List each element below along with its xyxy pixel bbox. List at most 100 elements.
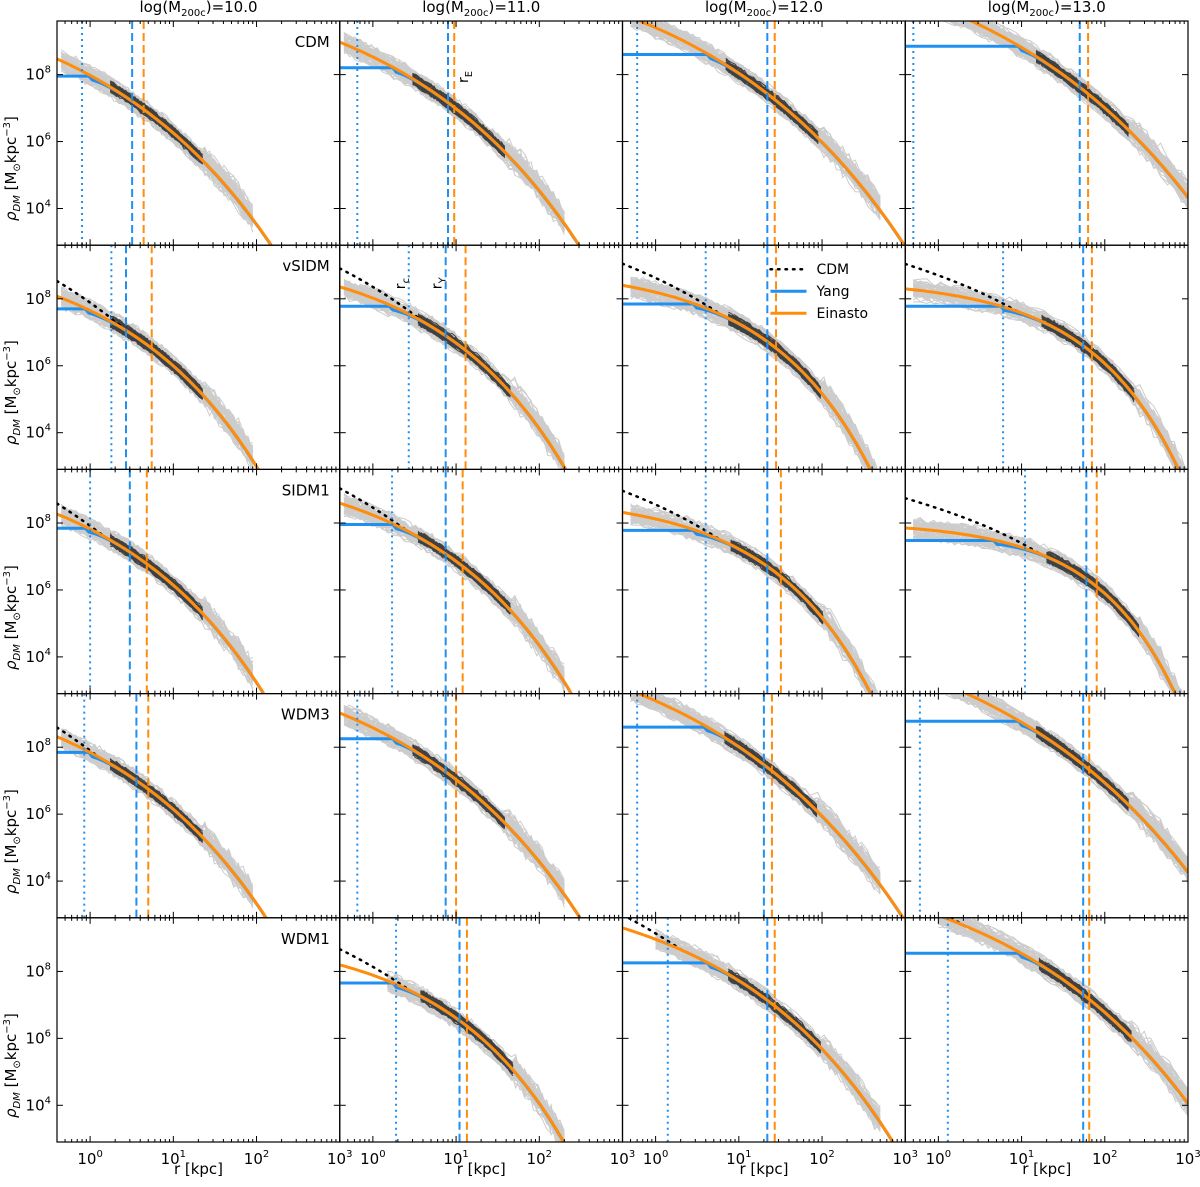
einasto-fit-curve — [622, 283, 873, 470]
y-tick-label: 106 — [26, 580, 51, 599]
cdm-reference-curve — [339, 487, 573, 694]
y-axis-label: ρDM [M⊙kpc−3] — [2, 340, 23, 446]
einasto-fit-curve — [339, 40, 581, 246]
einasto-fit-curve — [57, 735, 268, 918]
y-axis-label: ρDM [M⊙kpc−3] — [2, 564, 23, 670]
einasto-fit-curve — [339, 711, 582, 918]
row-label: vSIDM — [282, 257, 329, 275]
y-tick-label: 104 — [26, 1095, 51, 1114]
panel-r2-c1 — [339, 468, 624, 695]
yang-fit-curve — [339, 737, 582, 918]
y-tick-label: 104 — [26, 871, 51, 890]
y-tick-label: 104 — [26, 198, 51, 217]
panel-r2-c3 — [904, 468, 1189, 695]
cdm-reference-curve — [622, 262, 872, 470]
y-tick-label: 108 — [26, 289, 51, 308]
panel-r1-c1 — [339, 244, 624, 470]
einasto-fit-curve — [635, 21, 906, 246]
radius-annotation: rc — [393, 278, 412, 289]
row-label: WDM1 — [281, 930, 330, 948]
column-title: log(M200c)=10.0 — [139, 0, 258, 19]
y-tick-label: 104 — [26, 647, 51, 666]
x-tick-label: 100 — [926, 1149, 951, 1168]
einasto-fit-curve — [622, 926, 895, 1142]
panel-r0-c1 — [339, 20, 624, 246]
einasto-fit-curve — [940, 917, 1188, 1105]
y-tick-label: 106 — [26, 804, 51, 823]
cdm-reference-curve — [339, 267, 568, 470]
cdm-reference-curve — [57, 502, 266, 694]
y-tick-label: 106 — [26, 356, 51, 375]
x-axis-label: r [kpc] — [739, 1160, 789, 1178]
panel-r1-c3 — [904, 244, 1189, 470]
legend-label: Yang — [816, 284, 850, 300]
einasto-fit-curve — [967, 21, 1188, 199]
yang-fit-curve — [905, 304, 1181, 470]
legend-label: CDM — [817, 262, 850, 278]
y-tick-label: 106 — [26, 132, 51, 151]
y-tick-label: 106 — [26, 1028, 51, 1047]
x-tick-label: 102 — [809, 1149, 834, 1168]
x-axis-label: r [kpc] — [1022, 1160, 1072, 1178]
panel-r2-c0: 104 106 108 SIDM1 — [26, 468, 341, 695]
x-tick-label: 102 — [244, 1149, 269, 1168]
einasto-fit-curve — [339, 501, 574, 694]
y-tick-label: 108 — [26, 961, 51, 980]
panel-r0-c2 — [621, 20, 906, 246]
y-tick-label: 104 — [26, 423, 51, 442]
panel-r1-c0: 104 106 108 vSIDM — [26, 244, 341, 470]
yang-fit-curve — [339, 304, 568, 470]
panel-r4-c2: 100 101 102 103 — [621, 917, 918, 1168]
column-title: log(M200c)=13.0 — [987, 0, 1106, 19]
x-tick-label: 100 — [643, 1149, 668, 1168]
einasto-fit-curve — [634, 693, 905, 918]
einasto-fit-curve — [57, 512, 266, 694]
einasto-fit-curve — [622, 510, 873, 694]
y-axis-label: ρDM [M⊙kpc−3] — [2, 116, 23, 222]
panel-r4-c3: 100 101 102 103 — [904, 917, 1200, 1168]
einasto-fit-curve — [339, 285, 568, 470]
y-axis-label: ρDM [M⊙kpc−3] — [2, 1013, 23, 1118]
panel-r4-c1: 100 101 102 103 — [339, 917, 635, 1168]
yang-fit-curve — [339, 523, 573, 694]
yang-fit-curve — [339, 66, 581, 246]
einasto-fit-curve — [57, 57, 274, 246]
einasto-fit-curve — [905, 526, 1177, 694]
column-title: log(M200c)=12.0 — [704, 0, 824, 19]
yang-fit-curve — [57, 750, 268, 918]
cdm-reference-curve — [57, 279, 260, 470]
panel-r2-c2 — [621, 468, 906, 695]
y-tick-label: 108 — [26, 513, 51, 532]
row-label: WDM3 — [281, 706, 330, 724]
x-tick-label: 100 — [360, 1149, 385, 1168]
x-tick-label: 102 — [527, 1149, 552, 1168]
panel-r3-c0: 104 106 108 WDM3 — [26, 692, 341, 919]
einasto-fit-curve — [905, 287, 1181, 470]
x-tick-label: 100 — [77, 1149, 102, 1168]
panel-r0-c3 — [904, 20, 1189, 246]
panel-r3-c2 — [621, 692, 906, 919]
y-axis-label: ρDM [M⊙kpc−3] — [2, 788, 23, 894]
x-tick-label: 102 — [1092, 1149, 1117, 1168]
column-title: log(M200c)=11.0 — [422, 0, 541, 19]
radius-annotation: rE — [456, 71, 475, 83]
panel-r1-c2 — [621, 244, 906, 470]
panel-r3-c1 — [339, 692, 624, 919]
panel-r3-c3 — [904, 692, 1189, 919]
y-tick-label: 108 — [26, 65, 51, 84]
row-label: SIDM1 — [282, 481, 330, 499]
cdm-reference-curve — [57, 726, 268, 918]
legend-label: Einasto — [817, 306, 869, 322]
x-tick-label: 103 — [1175, 1149, 1200, 1168]
einasto-fit-curve — [57, 294, 261, 470]
y-tick-label: 108 — [26, 737, 51, 756]
x-axis-label: r [kpc] — [456, 1160, 506, 1178]
x-axis-label: r [kpc] — [173, 1160, 224, 1178]
panel-r0-c0: 104 106 108 CDM — [26, 20, 341, 246]
einasto-fit-curve — [339, 963, 566, 1142]
yang-fit-curve — [57, 526, 266, 694]
row-label: CDM — [295, 33, 330, 51]
einasto-fit-curve — [963, 693, 1188, 874]
